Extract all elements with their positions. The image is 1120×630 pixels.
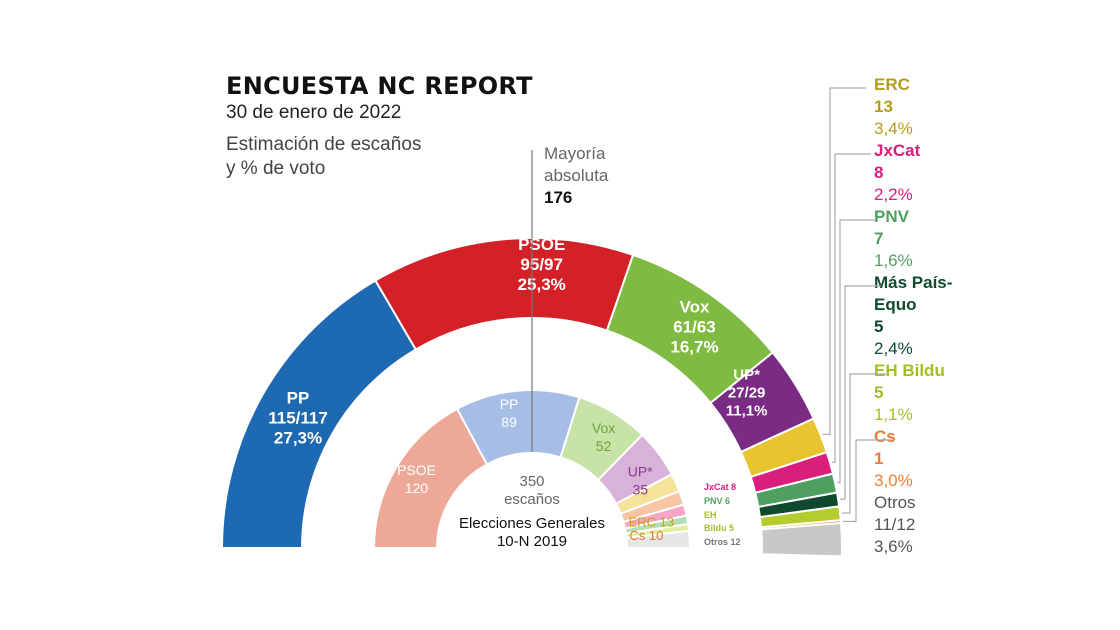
label-2019-cs: Cs 10 — [629, 528, 663, 543]
legend-otros-line2: 11/12 — [874, 515, 915, 534]
majority-label-line1: Mayoría — [544, 144, 606, 163]
label-up-pct: 11,1% — [726, 403, 768, 420]
label-vox-pct: 16,7% — [670, 337, 718, 356]
connector-pnv — [837, 219, 876, 484]
legend-pnv-line2: 7 — [874, 229, 883, 248]
label-up-name: UP* — [733, 367, 760, 384]
label-2019-pnv: PNV 6 — [704, 496, 730, 506]
legend-jxcat-line1: JxCat — [874, 141, 921, 160]
legend-otros-line1: Otros — [874, 493, 916, 512]
chart-subtitle-line2: y % de voto — [226, 158, 326, 179]
legend-cs-line1: Cs — [874, 427, 896, 446]
label-2019-up-name: UP* — [628, 464, 653, 480]
label-pp-seats: 115/117 — [268, 409, 328, 428]
center-seats-word: escaños — [504, 491, 560, 508]
label-2019-eh: EH — [704, 510, 717, 520]
seat-arc-psoe — [374, 237, 635, 351]
label-2019-erc: ERC 13 — [629, 515, 675, 530]
label-2019-pp-name: PP — [500, 396, 519, 412]
label-psoe-seats: 95/97 — [520, 255, 563, 274]
connector-eh-bildu — [842, 373, 886, 514]
label-vox-seats: 61/63 — [673, 317, 716, 336]
legend-maspais-line3: 5 — [874, 317, 883, 336]
center-seats-number: 350 — [519, 473, 544, 490]
legend-erc-line2: 13 — [874, 97, 893, 116]
legend-maspais-line2: Equo — [874, 295, 917, 314]
label-psoe-pct: 25,3% — [518, 275, 566, 294]
label-2019-psoe-seats: 120 — [405, 480, 429, 496]
legend-pnv-line1: PNV — [874, 207, 910, 226]
connector-jxcat — [831, 153, 871, 463]
center-election-line1: Elecciones Generales — [459, 515, 605, 532]
legend-bildu-line1: EH Bildu — [874, 361, 945, 380]
seat-arc-2019-otros — [625, 529, 692, 549]
label-2019-bildu: Bildu 5 — [704, 523, 734, 533]
legend-otros-line3: 3,6% — [874, 537, 913, 556]
label-2019-vox-name: Vox — [592, 420, 615, 436]
center-election-line2: 10-N 2019 — [497, 533, 567, 550]
connector-m-s-pa-s-equo — [840, 285, 881, 500]
chart-subtitle-line1: Estimación de escaños — [226, 134, 422, 155]
legend-maspais-line4: 2,4% — [874, 339, 913, 358]
label-vox-name: Vox — [680, 297, 710, 316]
legend-erc-line3: 3,4% — [874, 119, 913, 138]
label-pp-pct: 27,3% — [274, 429, 322, 448]
legend-cs-line3: 3,0% — [874, 471, 913, 490]
label-2019-vox-seats: 52 — [596, 438, 612, 454]
label-psoe-name: PSOE — [518, 235, 565, 254]
label-2019-psoe-name: PSOE — [397, 462, 436, 478]
label-2019-pp-seats: 89 — [501, 414, 517, 430]
legend-cs-line2: 1 — [874, 449, 883, 468]
label-2019-up-seats: 35 — [632, 482, 648, 498]
label-2019-otros: Otros 12 — [704, 537, 741, 547]
legend-maspais-line1: Más País- — [874, 273, 952, 292]
label-2019-jxcat: JxCat 8 — [704, 482, 736, 492]
legend-bildu-line2: 5 — [874, 383, 883, 402]
majority-label-line2: absoluta — [544, 166, 609, 185]
legend-erc-line1: ERC — [874, 75, 910, 94]
legend-pnv-line3: 1,6% — [874, 251, 913, 270]
chart-title: ENCUESTA NC REPORT — [226, 72, 533, 100]
majority-value: 176 — [544, 188, 573, 207]
chart-date: 30 de enero de 2022 — [226, 102, 402, 123]
connector-cs — [842, 439, 892, 523]
label-pp-name: PP — [287, 389, 310, 408]
legend-jxcat-line2: 8 — [874, 163, 883, 182]
seat-arc-otros — [760, 521, 844, 558]
connector-erc — [822, 87, 866, 436]
legend-jxcat-line3: 2,2% — [874, 185, 913, 204]
label-up-seats: 27/29 — [728, 385, 766, 402]
legend-bildu-line3: 1,1% — [874, 405, 913, 424]
